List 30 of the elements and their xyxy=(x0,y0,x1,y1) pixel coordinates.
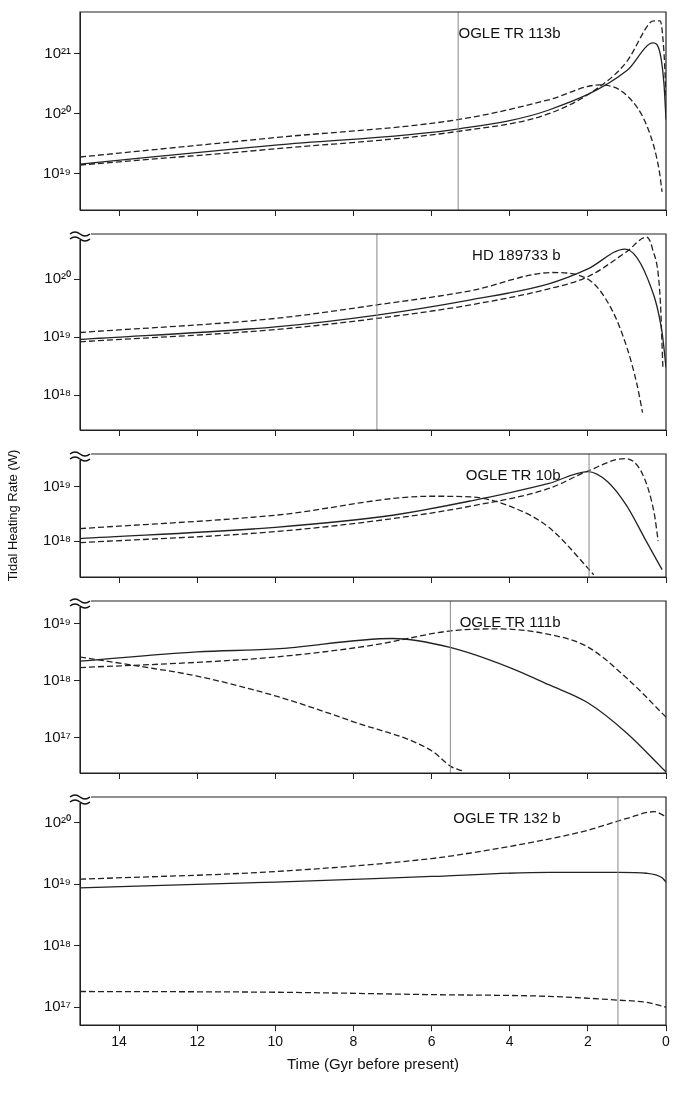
x-tick-label: 14 xyxy=(111,1033,128,1050)
y-tick-label: 10¹⁹ xyxy=(42,613,71,631)
annotation: HD 189733 b xyxy=(472,246,561,264)
x-tick-label: 12 xyxy=(189,1033,206,1050)
x-tick-label: 8 xyxy=(349,1033,358,1050)
y-tick-label: 10¹⁸ xyxy=(42,670,71,688)
x-tick-label: 2 xyxy=(583,1033,592,1050)
y-tick-label: 10²⁰ xyxy=(44,103,71,121)
annotation: OGLE TR 10b xyxy=(465,466,561,484)
y-tick-label: 10¹⁹ xyxy=(42,874,71,892)
x-axis-title: Time (Gyr before present) xyxy=(287,1055,459,1073)
y-tick-label: 10²⁰ xyxy=(44,269,71,287)
y-tick-label: 10¹⁸ xyxy=(42,385,71,403)
y-tick-label: 10¹⁹ xyxy=(42,163,71,181)
x-tick-label: 6 xyxy=(427,1033,436,1050)
y-tick-label: 10¹⁹ xyxy=(42,327,71,345)
y-tick-label: 10¹⁸ xyxy=(42,531,71,549)
x-tick-label: 0 xyxy=(662,1033,671,1050)
y-tick-label: 10²¹ xyxy=(44,43,71,61)
annotation: OGLE TR 113b xyxy=(458,24,561,42)
y-axis-title: Tidal Heating Rate (W) xyxy=(5,449,21,582)
y-tick-label: 10¹⁷ xyxy=(43,727,71,745)
annotation: OGLE TR 111b xyxy=(459,613,561,631)
x-tick-label: 4 xyxy=(505,1033,514,1050)
x-tick-label: 10 xyxy=(267,1033,284,1050)
y-tick-label: 10¹⁹ xyxy=(42,476,71,494)
annotation: OGLE TR 132 b xyxy=(453,809,561,827)
y-tick-label: 10¹⁸ xyxy=(42,935,71,953)
y-tick-label: 10¹⁷ xyxy=(43,997,71,1015)
y-tick-label: 10²⁰ xyxy=(44,812,71,830)
